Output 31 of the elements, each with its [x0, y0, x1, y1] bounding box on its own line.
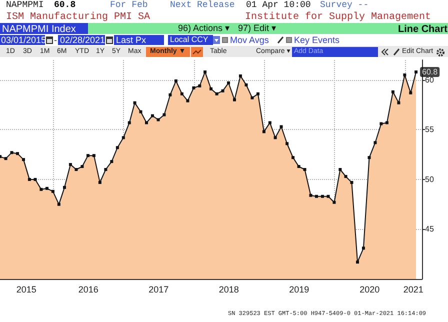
text: Local CCY	[170, 35, 208, 45]
chart-subtitle: Institute for Supply Management	[245, 12, 432, 23]
text: 96) Actions ▾	[178, 23, 230, 34]
text: Last Px	[116, 35, 146, 46]
annotation: 60.8	[422, 67, 438, 76]
text: Key Events	[294, 35, 340, 46]
x-tick-label: 2018	[218, 284, 239, 294]
x-tick-label: 2021	[403, 284, 424, 294]
x-tick-label: 2017	[148, 284, 169, 294]
x-tick-label: 2019	[289, 284, 310, 294]
text: NAPMPMI Index	[2, 24, 76, 35]
y-tick-label: 60	[425, 75, 434, 84]
text: Line Chart	[398, 24, 448, 35]
y-tick-label: 50	[425, 174, 434, 184]
text: 60.8	[54, 0, 76, 11]
text: 03/01/2015	[1, 35, 46, 46]
x-tick-label: 2016	[78, 284, 98, 294]
text: NAPMPMI	[6, 0, 44, 11]
y-tick-label: 55	[425, 125, 434, 134]
y-tick-label: 45	[425, 224, 434, 234]
text: For Feb	[110, 0, 148, 11]
x-tick-label: 2020	[360, 284, 380, 294]
text: 02/28/2021	[60, 35, 106, 46]
text: Mov Avgs	[230, 35, 269, 46]
text: 97) Edit ▾	[238, 23, 276, 34]
text: -	[54, 35, 57, 46]
text: Survey --	[320, 0, 369, 11]
text: Next Release	[170, 0, 235, 11]
chart-title: ISM Manufacturing PMI SA	[6, 12, 150, 23]
text: 01 Apr 10:00	[246, 0, 311, 11]
x-tick-label: 2015	[16, 284, 36, 294]
